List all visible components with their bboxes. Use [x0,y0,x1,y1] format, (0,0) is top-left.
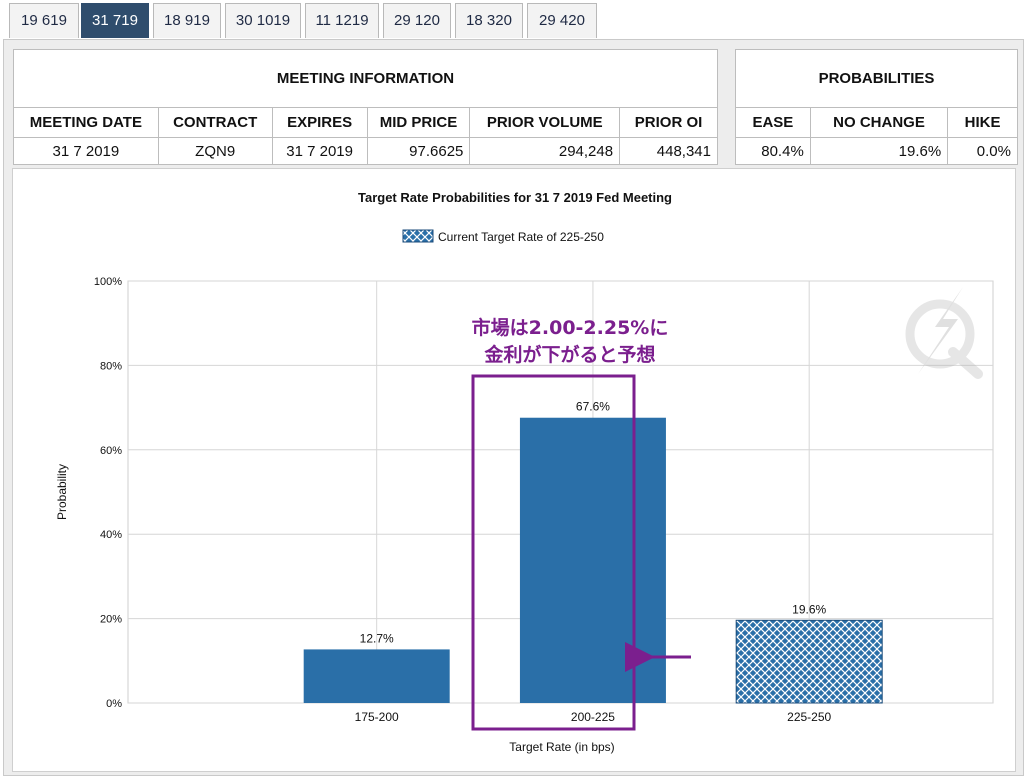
annotation-line-2: 金利が下がると予想 [483,343,655,366]
tab-18-320[interactable]: 18 320 [455,3,523,38]
value-meeting-date: 31 7 2019 [13,137,159,165]
data-label-200-225: 67.6% [576,400,610,414]
header-mid-price: MID PRICE [366,107,471,138]
highlight-box [471,374,636,731]
watermark-logo-icon [905,287,983,379]
meeting-tabs: 19 619 31 719 18 919 30 1019 11 1219 29 120 18… [0,0,1024,40]
annotation-line-1: 市場は2.00-2.25%に [472,316,669,339]
meeting-information-title: MEETING INFORMATION [13,49,718,108]
header-meeting-date: MEETING DATE [13,107,159,138]
probabilities-table: PROBABILITIES EASE NO CHANGE HIKE 80.4% … [735,49,1018,165]
value-prior-oi: 448,341 [619,137,718,165]
header-ease: EASE [735,107,811,138]
y-tick-label: 0% [106,698,122,710]
annotation: 市場は2.00-2.25%に 金利が下がると予想 [471,316,691,731]
value-hike: 0.0% [947,137,1018,165]
bar-200-225 [519,417,666,703]
value-expires: 31 7 2019 [271,137,368,165]
header-prior-volume: PRIOR VOLUME [469,107,621,138]
value-no-change: 19.6% [809,137,949,165]
tab-29-120[interactable]: 29 120 [383,3,451,38]
tab-11-1219[interactable]: 11 1219 [305,3,379,38]
bar-175-200 [303,649,450,703]
legend-swatch [402,229,434,243]
value-mid-price: 97.6625 [366,137,471,165]
header-hike: HIKE [947,107,1018,138]
tab-19-619[interactable]: 19 619 [9,3,79,38]
chart-title: Target Rate Probabilities for 31 7 2019 … [358,190,672,205]
x-axis-label: Target Rate (in bps) [509,740,614,754]
x-tick-label-225-250: 225-250 [787,710,831,724]
y-tick-label: 80% [100,360,122,372]
x-tick-label-175-200: 175-200 [355,710,399,724]
value-ease: 80.4% [735,137,811,165]
chart-labels: 0% 20% 40% 60% 80% 100% 12.7% 175-200 67.6% 200-2… [94,276,832,724]
y-tick-label: 40% [100,529,122,541]
header-contract: CONTRACT [157,107,273,138]
meeting-information-table: MEETING INFORMATION MEETING DATE CONTRAC… [13,49,718,165]
data-label-225-250: 19.6% [792,602,826,616]
tab-29-420[interactable]: 29 420 [527,3,597,38]
y-axis-label: Probability [55,464,69,520]
x-tick-label-200-225: 200-225 [571,710,615,724]
tab-30-1019[interactable]: 30 1019 [225,3,301,38]
target-rate-chart: Target Rate Probabilities for 31 7 2019 … [55,190,994,754]
y-tick-label: 100% [94,276,122,288]
y-tick-label: 60% [100,445,122,457]
y-tick-label: 20% [100,614,122,626]
tab-18-919[interactable]: 18 919 [153,3,221,38]
chart-legend: Current Target Rate of 225-250 [402,229,604,244]
legend-label: Current Target Rate of 225-250 [438,230,604,244]
probabilities-title: PROBABILITIES [735,49,1018,108]
bar-225-250 [735,619,883,704]
data-label-175-200: 12.7% [360,631,394,645]
header-prior-oi: PRIOR OI [619,107,718,138]
tab-31-719[interactable]: 31 719 [81,3,149,38]
value-prior-volume: 294,248 [469,137,621,165]
header-no-change: NO CHANGE [809,107,949,138]
value-contract: ZQN9 [157,137,273,165]
header-expires: EXPIRES [271,107,368,138]
chart-container: Target Rate Probabilities for 31 7 2019 … [12,168,1016,772]
